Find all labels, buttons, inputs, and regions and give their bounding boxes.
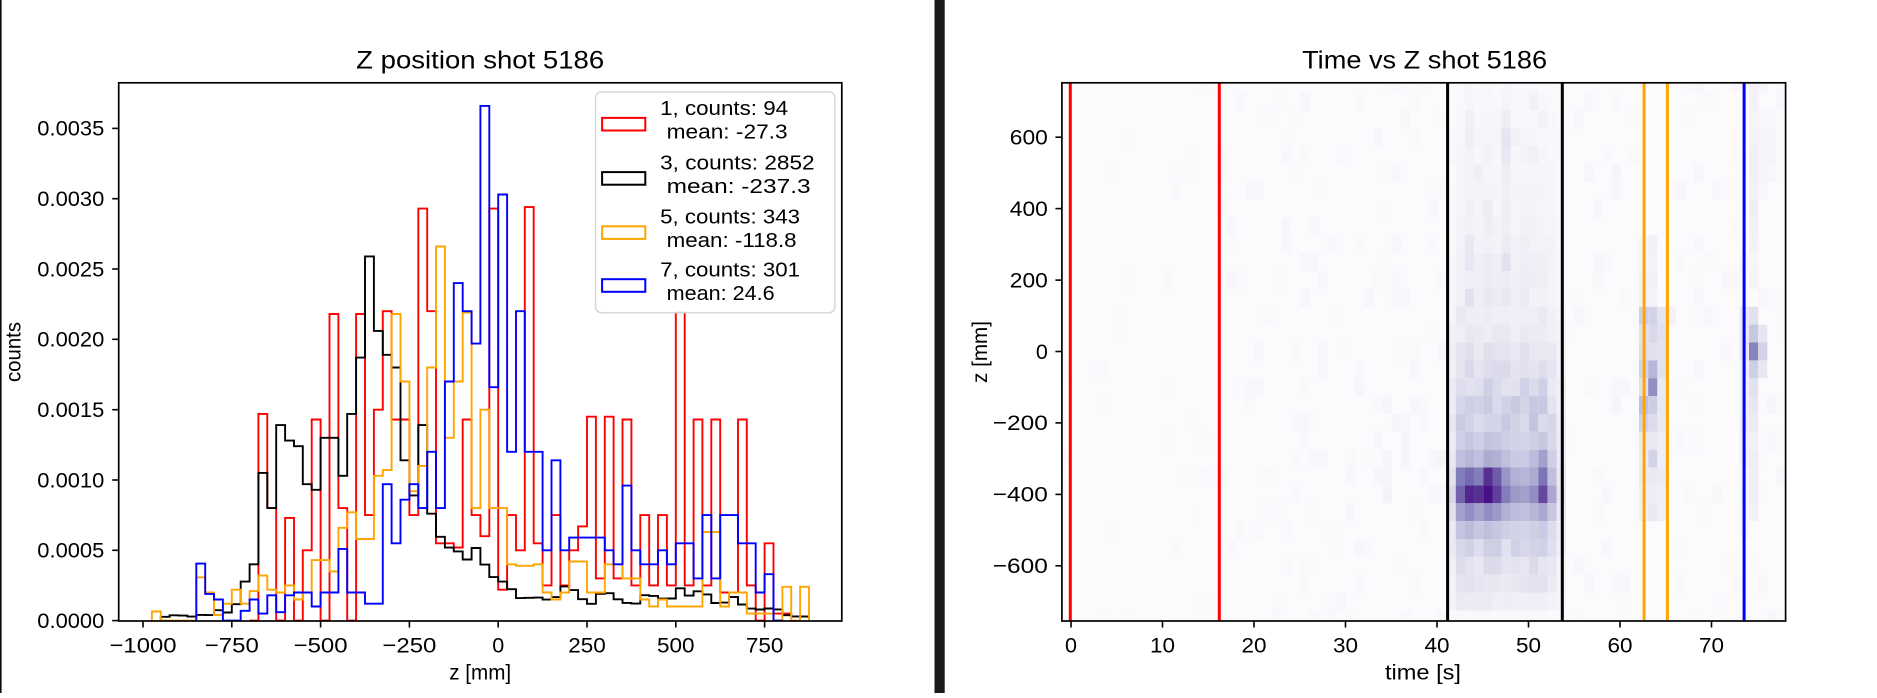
svg-text:−1000: −1000 [110, 634, 177, 658]
svg-text:0.0020: 0.0020 [37, 328, 104, 352]
svg-text:0: 0 [492, 634, 504, 658]
svg-text:0.0000: 0.0000 [37, 609, 104, 633]
svg-text:60: 60 [1608, 634, 1633, 658]
svg-text:mean: -237.3: mean: -237.3 [667, 176, 811, 198]
svg-text:mean: -27.3: mean: -27.3 [667, 122, 788, 144]
svg-text:600: 600 [1010, 126, 1048, 150]
svg-text:0.0010: 0.0010 [37, 468, 104, 492]
svg-text:Z position shot 5186: Z position shot 5186 [356, 47, 604, 75]
svg-text:0: 0 [1065, 634, 1077, 658]
svg-text:20: 20 [1242, 634, 1267, 658]
svg-text:time [s]: time [s] [1385, 662, 1461, 685]
svg-text:3, counts: 2852: 3, counts: 2852 [660, 152, 815, 174]
svg-text:400: 400 [1010, 197, 1048, 221]
svg-text:200: 200 [1010, 268, 1048, 292]
svg-text:1, counts: 94: 1, counts: 94 [660, 98, 788, 120]
svg-text:−250: −250 [382, 634, 436, 658]
svg-text:−600: −600 [993, 554, 1048, 578]
svg-text:−750: −750 [205, 634, 259, 658]
svg-text:5, counts: 343: 5, counts: 343 [660, 207, 800, 229]
svg-text:mean: -118.8: mean: -118.8 [667, 230, 797, 252]
svg-text:counts: counts [3, 322, 26, 382]
svg-text:0.0005: 0.0005 [37, 539, 104, 563]
svg-text:−500: −500 [294, 634, 348, 658]
svg-text:500: 500 [657, 634, 695, 658]
svg-text:0.0035: 0.0035 [37, 117, 104, 141]
svg-text:mean: 24.6: mean: 24.6 [667, 283, 775, 305]
svg-text:250: 250 [568, 634, 606, 658]
svg-text:750: 750 [746, 634, 784, 658]
svg-text:0: 0 [1036, 340, 1048, 364]
svg-text:z [mm]: z [mm] [969, 321, 992, 383]
svg-text:7, counts: 301: 7, counts: 301 [660, 260, 800, 282]
svg-text:40: 40 [1425, 634, 1450, 658]
svg-text:0.0015: 0.0015 [37, 398, 104, 422]
svg-text:−200: −200 [993, 411, 1048, 435]
svg-text:Time vs Z shot 5186: Time vs Z shot 5186 [1302, 47, 1547, 75]
svg-text:30: 30 [1333, 634, 1358, 658]
svg-text:50: 50 [1516, 634, 1541, 658]
svg-text:0.0025: 0.0025 [37, 257, 104, 281]
svg-text:0.0030: 0.0030 [37, 187, 104, 211]
svg-text:70: 70 [1699, 634, 1724, 658]
svg-text:10: 10 [1150, 634, 1175, 658]
svg-text:−400: −400 [993, 483, 1048, 507]
svg-text:z [mm]: z [mm] [449, 662, 511, 685]
